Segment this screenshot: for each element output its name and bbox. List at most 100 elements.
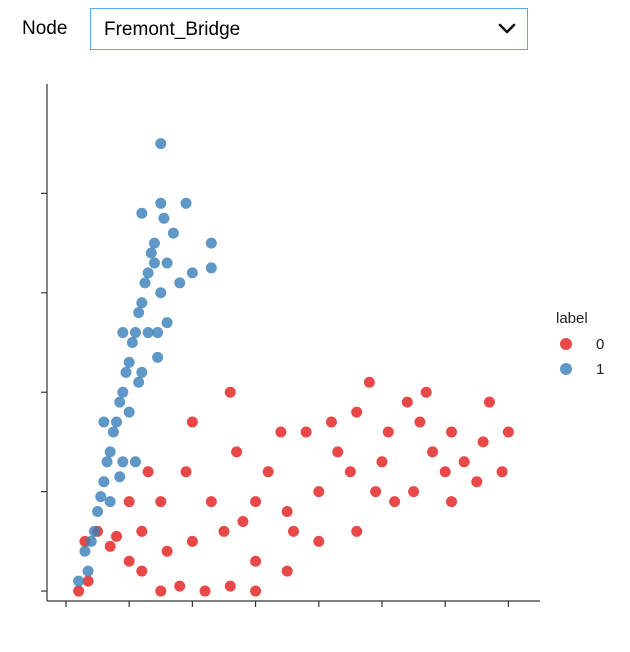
point-label-0-54 (446, 496, 458, 508)
point-label-0-46 (458, 456, 470, 468)
point-label-1-46 (161, 317, 173, 329)
point-label-1-3 (92, 506, 104, 518)
point-label-0-4 (111, 530, 123, 542)
point-label-1-7 (117, 386, 129, 398)
point-label-1-40 (158, 212, 170, 224)
point-label-1-49 (152, 351, 164, 363)
point-label-0-49 (123, 496, 135, 508)
point-label-0-47 (205, 496, 217, 508)
point-label-0-25 (382, 426, 394, 438)
point-label-0-14 (250, 496, 262, 508)
point-label-0-12 (186, 535, 198, 547)
point-label-1-12 (148, 237, 160, 249)
point-label-0-31 (186, 416, 198, 428)
point-label-1-23 (145, 247, 157, 259)
point-label-0-58 (370, 486, 382, 498)
point-label-1-9 (129, 327, 141, 339)
point-label-0-16 (313, 486, 325, 498)
point-label-0-55 (237, 515, 249, 527)
point-label-0-33 (231, 446, 243, 458)
point-label-1-5 (104, 446, 116, 458)
point-label-1-4 (98, 476, 110, 488)
point-label-0-29 (502, 426, 514, 438)
point-label-1-47 (133, 376, 145, 388)
point-label-1-11 (142, 267, 154, 279)
point-label-1-45 (186, 267, 198, 279)
point-label-0-44 (389, 496, 401, 508)
point-label-1-0 (73, 575, 85, 587)
point-label-0-42 (313, 535, 325, 547)
legend: label 0 1 (556, 310, 604, 378)
node-selector-row: Node Fremont_Bridge (0, 0, 630, 64)
point-label-1-10 (136, 297, 148, 309)
point-label-1-27 (136, 366, 148, 378)
point-label-1-30 (161, 257, 173, 269)
point-label-1-38 (205, 262, 217, 274)
point-label-0-41 (281, 565, 293, 577)
point-label-0-5 (123, 555, 135, 567)
point-label-0-20 (439, 466, 451, 478)
point-label-1-35 (98, 416, 110, 428)
point-label-1-2 (85, 535, 97, 547)
point-label-0-39 (401, 396, 413, 408)
point-label-0-7 (155, 585, 167, 597)
point-label-0-10 (224, 580, 236, 592)
point-label-0-6 (136, 565, 148, 577)
point-label-1-18 (114, 396, 126, 408)
point-label-1-1 (82, 565, 94, 577)
point-label-1-44 (174, 277, 186, 289)
point-label-1-20 (126, 337, 138, 348)
point-label-0-1 (82, 575, 94, 587)
point-label-1-21 (133, 307, 145, 319)
legend-title: label (556, 310, 588, 327)
point-label-1-39 (180, 197, 192, 209)
point-label-1-8 (123, 356, 135, 368)
point-label-0-43 (351, 525, 363, 537)
point-label-1-41 (155, 138, 167, 150)
point-label-0-13 (218, 525, 230, 537)
points-layer (73, 138, 514, 597)
point-label-0-45 (427, 446, 439, 458)
point-label-0-53 (420, 386, 432, 398)
point-label-1-34 (152, 327, 164, 339)
point-label-1-6 (111, 416, 123, 428)
point-label-0-22 (300, 426, 312, 438)
node-dropdown-value: Fremont_Bridge (104, 19, 241, 40)
point-label-0-35 (136, 525, 148, 537)
point-label-1-16 (101, 456, 113, 468)
point-label-0-30 (275, 426, 287, 438)
node-dropdown[interactable]: Fremont_Bridge (90, 8, 528, 50)
point-label-0-51 (262, 466, 274, 478)
point-label-1-15 (95, 491, 107, 503)
point-label-0-0 (73, 585, 85, 597)
point-label-1-19 (120, 366, 132, 378)
legend-label-1: 1 (596, 361, 604, 378)
point-label-1-32 (79, 545, 91, 557)
legend-marker-1 (560, 363, 572, 375)
point-label-0-23 (325, 416, 337, 428)
point-label-1-33 (129, 456, 141, 468)
point-label-0-26 (414, 416, 426, 428)
point-label-0-37 (363, 376, 375, 388)
point-label-0-27 (446, 426, 458, 438)
point-label-1-26 (123, 406, 135, 418)
point-label-0-28 (477, 436, 489, 448)
point-label-0-59 (496, 466, 508, 478)
point-label-0-48 (161, 545, 173, 557)
point-label-0-18 (376, 456, 388, 468)
point-label-0-40 (250, 555, 262, 567)
point-label-0-21 (471, 476, 483, 488)
point-label-0-34 (155, 496, 167, 508)
point-label-1-22 (139, 277, 151, 289)
point-label-1-28 (142, 327, 154, 339)
point-label-1-14 (88, 525, 100, 537)
point-label-0-52 (332, 446, 344, 458)
axes-layer (41, 84, 540, 607)
point-label-1-24 (104, 496, 116, 508)
chevron-down-icon (498, 23, 516, 34)
point-label-0-56 (142, 466, 154, 478)
point-label-1-37 (205, 237, 217, 249)
point-label-0-36 (224, 386, 236, 398)
point-label-1-48 (114, 471, 126, 483)
point-label-0-57 (288, 525, 299, 537)
